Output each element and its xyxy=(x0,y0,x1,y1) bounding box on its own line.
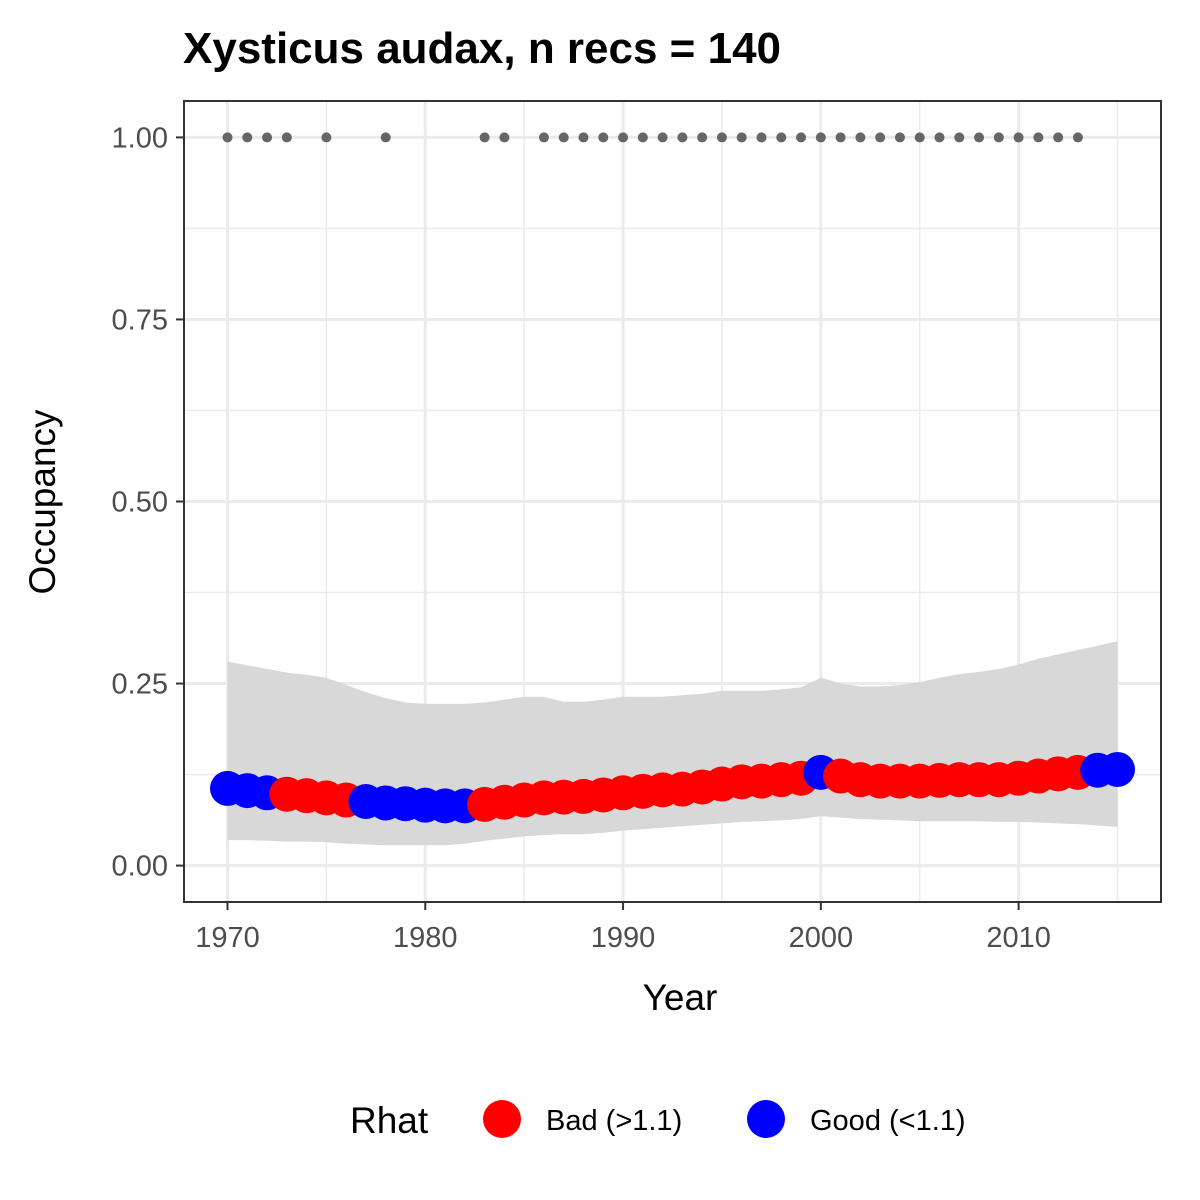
record-point xyxy=(776,132,787,143)
legend-key-bad xyxy=(483,1100,521,1138)
record-point xyxy=(736,132,747,143)
record-point xyxy=(281,132,292,143)
record-point xyxy=(262,132,273,143)
record-point xyxy=(578,132,589,143)
occupancy-points-layer xyxy=(210,751,1135,824)
x-tick-label: 1980 xyxy=(393,922,458,954)
record-point xyxy=(974,132,985,143)
chart-title: Xysticus audax, n recs = 140 xyxy=(183,24,781,73)
record-point xyxy=(716,132,727,143)
record-point xyxy=(835,132,846,143)
record-point xyxy=(993,132,1004,143)
record-point xyxy=(756,132,767,143)
record-point xyxy=(815,132,826,143)
y-tick-label: 0.00 xyxy=(112,851,168,883)
record-point xyxy=(1033,132,1044,143)
record-point xyxy=(934,132,945,143)
record-point xyxy=(380,132,391,143)
record-point xyxy=(499,132,510,143)
record-point xyxy=(914,132,925,143)
record-point xyxy=(875,132,886,143)
occupancy-point-good xyxy=(1099,751,1135,787)
y-tick-label: 0.50 xyxy=(112,487,168,519)
legend-label-bad: Bad (>1.1) xyxy=(546,1105,682,1137)
record-point xyxy=(855,132,866,143)
record-point xyxy=(321,132,332,143)
record-point xyxy=(242,132,253,143)
record-point xyxy=(1013,132,1024,143)
record-point xyxy=(538,132,549,143)
record-point xyxy=(637,132,648,143)
record-point xyxy=(1053,132,1064,143)
x-tick-label: 1970 xyxy=(195,922,260,954)
record-point xyxy=(618,132,629,143)
record-point xyxy=(894,132,905,143)
record-point xyxy=(657,132,668,143)
y-axis-title: Occupancy xyxy=(22,409,63,595)
record-point xyxy=(479,132,490,143)
x-axis-title: Year xyxy=(643,977,718,1018)
x-tick-label: 2000 xyxy=(789,922,854,954)
records-layer xyxy=(222,132,1083,143)
record-point xyxy=(697,132,708,143)
x-tick-label: 2010 xyxy=(986,922,1051,954)
x-tick-label: 1990 xyxy=(591,922,656,954)
legend: Rhat Bad (>1.1) Good (<1.1) xyxy=(350,1100,966,1141)
record-point xyxy=(558,132,569,143)
legend-title: Rhat xyxy=(350,1100,429,1141)
record-point xyxy=(677,132,688,143)
record-point xyxy=(954,132,965,143)
y-axis: 0.00 0.25 0.50 0.75 1.00 xyxy=(112,122,184,883)
y-tick-label: 1.00 xyxy=(112,122,168,154)
record-point xyxy=(598,132,609,143)
record-point xyxy=(222,132,233,143)
legend-label-good: Good (<1.1) xyxy=(810,1105,966,1137)
legend-key-good xyxy=(747,1100,785,1138)
y-tick-label: 0.25 xyxy=(112,669,168,701)
record-point xyxy=(796,132,807,143)
record-point xyxy=(1072,132,1083,143)
y-tick-label: 0.75 xyxy=(112,304,168,336)
x-axis: 1970 1980 1990 2000 2010 xyxy=(195,902,1051,954)
